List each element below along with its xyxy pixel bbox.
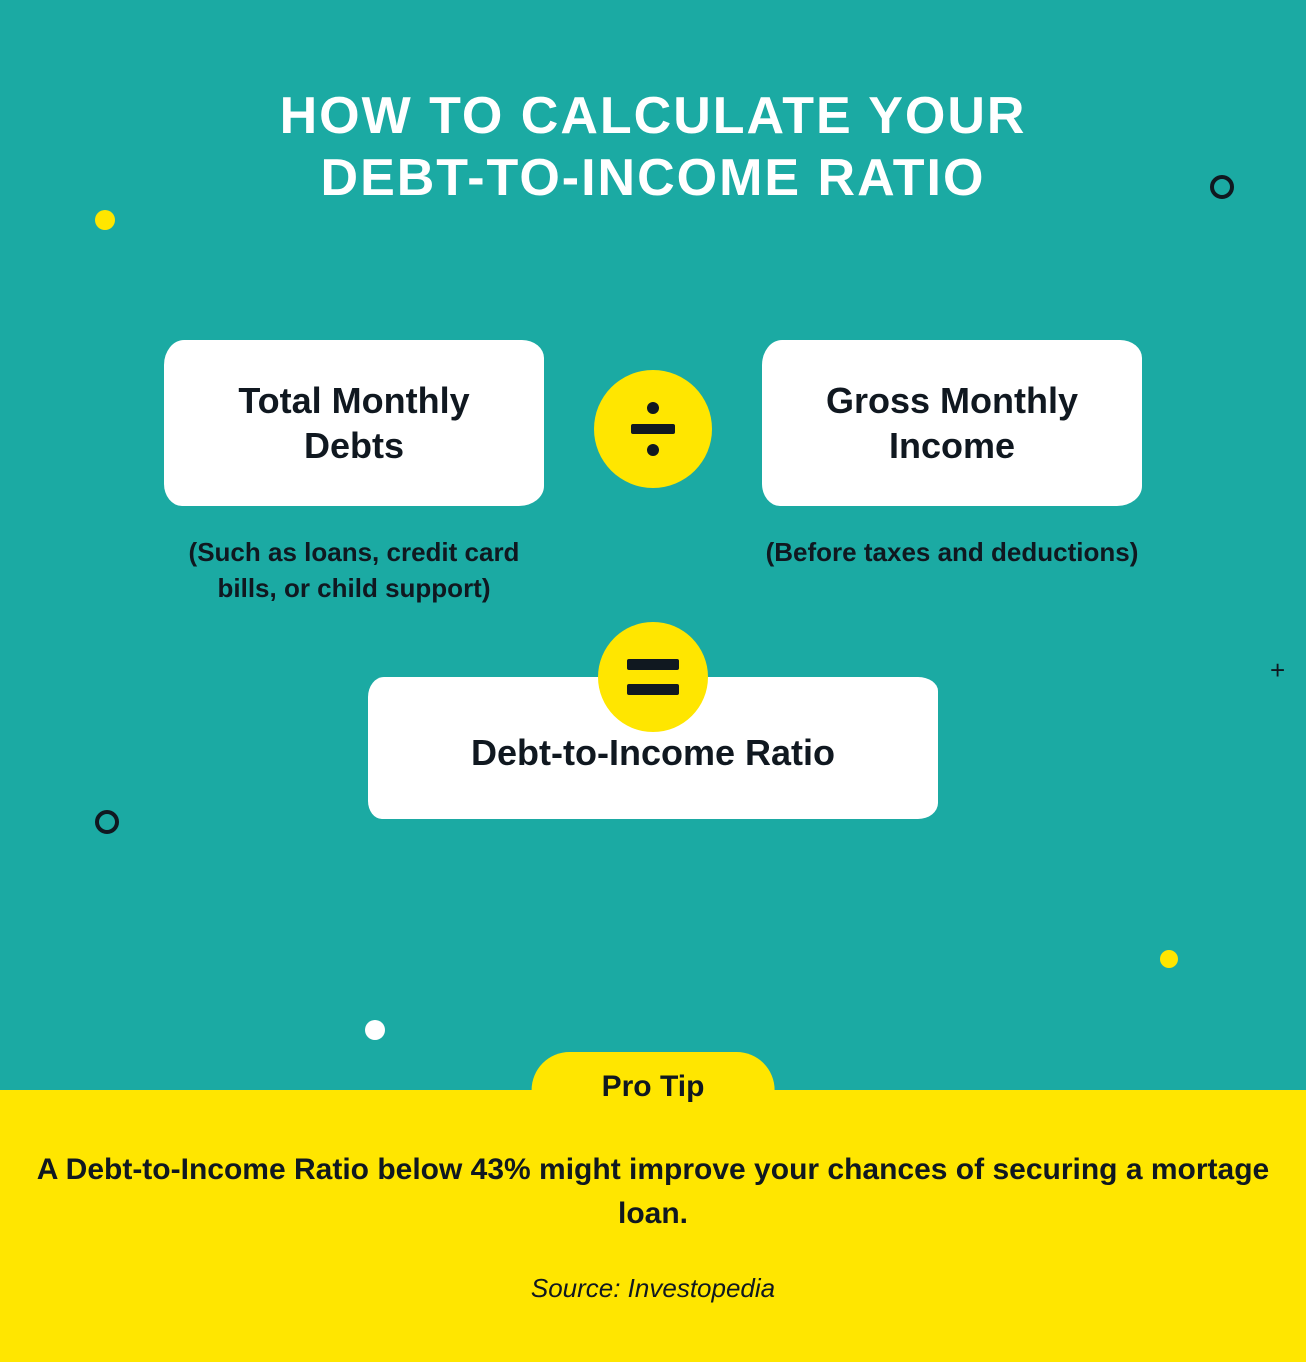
divide-operator: [594, 370, 712, 488]
right-label: Gross Monthly Income: [792, 378, 1112, 468]
result-label: Debt-to-Income Ratio: [398, 732, 908, 774]
infographic-top: HOW TO CALCULATE YOUR DEBT-TO-INCOME RAT…: [0, 0, 1306, 1090]
equals-icon: [627, 659, 679, 695]
right-pill: Gross Monthly Income: [762, 340, 1142, 506]
protip-source: Source: Investopedia: [0, 1273, 1306, 1304]
right-subtext: (Before taxes and deductions): [766, 534, 1139, 570]
deco-plus-1: +: [1270, 655, 1285, 686]
deco-dot-yellow-1: [95, 210, 115, 230]
title-line2: DEBT-TO-INCOME RATIO: [321, 149, 986, 207]
deco-ring-2: [95, 810, 119, 834]
title: HOW TO CALCULATE YOUR DEBT-TO-INCOME RAT…: [0, 85, 1306, 210]
infographic-bottom: Pro Tip A Debt-to-Income Ratio below 43%…: [0, 1090, 1306, 1362]
left-label: Total Monthly Debts: [194, 378, 514, 468]
formula-row: Total Monthly Debts (Such as loans, cred…: [0, 340, 1306, 607]
deco-ring-1: [1210, 175, 1234, 199]
deco-dot-yellow-2: [1160, 950, 1178, 968]
left-pill: Total Monthly Debts: [164, 340, 544, 506]
equals-operator: [598, 622, 708, 732]
title-line1: HOW TO CALCULATE YOUR: [280, 87, 1027, 145]
protip-tab-label: Pro Tip: [602, 1070, 705, 1103]
deco-dot-white-1: [365, 1020, 385, 1040]
formula-left-term: Total Monthly Debts (Such as loans, cred…: [164, 340, 544, 607]
formula-right-term: Gross Monthly Income (Before taxes and d…: [762, 340, 1142, 570]
formula-result: Debt-to-Income Ratio: [368, 677, 938, 819]
divide-icon: [631, 402, 675, 456]
protip-tab: Pro Tip: [532, 1052, 775, 1114]
left-subtext: (Such as loans, credit card bills, or ch…: [164, 534, 544, 607]
